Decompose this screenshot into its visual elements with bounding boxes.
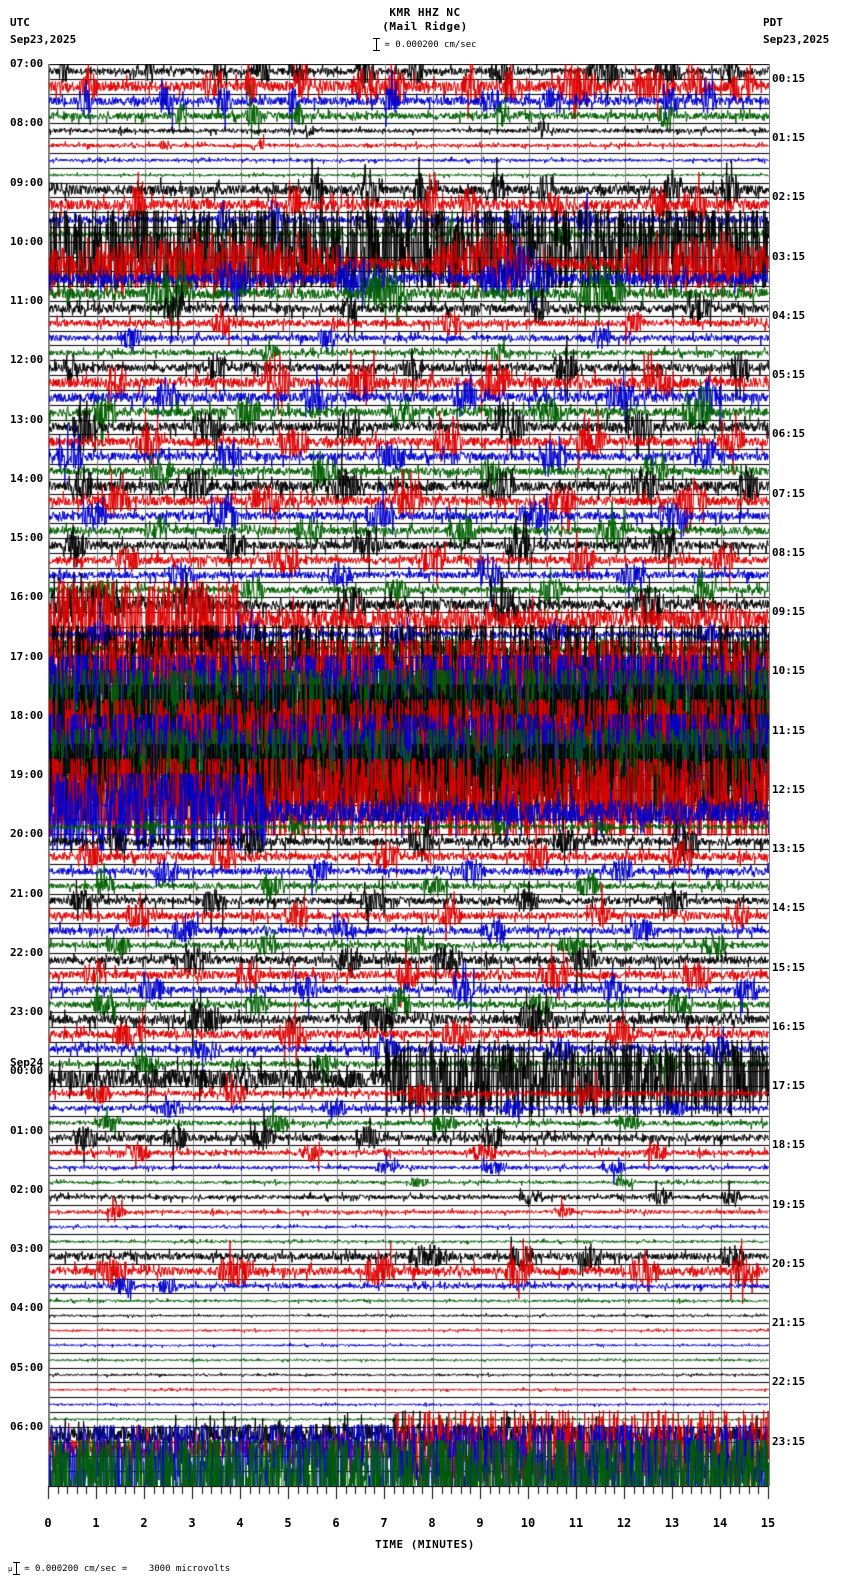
right-hour-label: 22:15 [772,1375,806,1389]
x-tick-label: 6 [332,1516,340,1530]
left-hour-label: 13:00 [10,412,44,426]
right-hour-label: 19:15 [772,1197,806,1211]
left-hour-label: 05:00 [10,1360,44,1374]
left-hour-label: 20:00 [10,827,44,841]
x-tick-label: 12 [616,1516,632,1530]
x-tick-label: 13 [664,1516,680,1530]
right-hour-label: 06:15 [772,427,806,441]
left-hour-label: 07:00 [10,57,44,70]
left-hour-label: 18:00 [10,708,44,722]
left-hour-label: 00:00 [10,1064,44,1078]
micro-symbol: μ [8,1564,13,1573]
right-hour-label: 15:15 [772,960,806,974]
right-hour-label: 07:15 [772,486,806,500]
left-hour-label: 10:00 [10,234,44,248]
seismogram-canvas[interactable] [49,64,769,1486]
x-axis-title: TIME (MINUTES) [375,1538,475,1551]
x-tick-label: 9 [476,1516,484,1530]
right-hour-label: 10:15 [772,664,806,678]
right-hour-label: 17:15 [772,1079,806,1093]
left-hour-label: 19:00 [10,768,44,781]
x-tick-label: 11 [568,1516,584,1530]
left-hour-label: 17:00 [10,649,44,663]
x-tick-label: 10 [520,1516,536,1530]
right-date-label: Sep23,2025 [763,33,830,46]
right-hour-label: 05:15 [772,368,806,382]
left-hour-label: 11:00 [10,294,44,307]
left-hour-label: 06:00 [10,1419,44,1433]
right-hour-label: 18:15 [772,1138,806,1152]
ibeam-scale-icon [373,38,381,51]
station-location: (Mail Ridge) [382,20,468,33]
right-hour-label: 21:15 [772,1316,806,1330]
left-hour-label: 03:00 [10,1242,44,1255]
right-hour-label: 16:15 [772,1019,806,1033]
right-hour-label: 04:15 [772,308,806,322]
right-hour-label: 08:15 [772,545,806,559]
x-tick-label: 4 [236,1516,244,1530]
footer-scale-legend: μ = 0.000200 cm/sec = 3000 microvolts [8,1562,230,1575]
right-hour-label: 23:15 [772,1434,806,1448]
footer-scale-text: = 0.000200 cm/sec = 3000 microvolts [24,1563,231,1574]
day-change-label: Sep24 [10,1056,44,1070]
x-tick-label: 2 [140,1516,148,1530]
x-tick-label: 0 [44,1516,52,1530]
left-hour-label: 16:00 [10,590,44,604]
left-timezone-label: UTC [10,16,30,29]
left-hour-label: 09:00 [10,175,44,189]
footer-ibeam-scale-icon [13,1562,21,1575]
x-tick-label: 3 [188,1516,196,1530]
scale-legend-text: = 0.000200 cm/sec [384,39,477,50]
x-tick-label: 14 [712,1516,728,1530]
left-hour-label: 15:00 [10,531,44,544]
right-hour-label: 14:15 [772,901,806,915]
x-tick-label: 8 [428,1516,436,1530]
right-hour-label: 09:15 [772,605,806,619]
x-tick-label: 7 [380,1516,388,1530]
helicorder-plot[interactable] [48,64,770,1486]
left-hour-label: 22:00 [10,945,44,959]
right-hour-label: 02:15 [772,190,806,204]
right-hour-label: 03:15 [772,249,806,263]
left-hour-label: 08:00 [10,116,44,130]
right-hour-label: 11:15 [772,723,806,737]
right-timezone-label: PDT [763,16,783,29]
right-hour-label: 20:15 [772,1256,806,1270]
x-tick-label: 5 [284,1516,292,1530]
page-title: KMR HHZ NC [389,6,461,19]
left-hour-label: 14:00 [10,471,44,485]
left-hour-label: 12:00 [10,353,44,367]
x-axis-tick-marks [0,1486,850,1516]
left-hour-label: 23:00 [10,1005,44,1018]
right-hour-label: 01:15 [772,131,806,145]
left-hour-label: 02:00 [10,1182,44,1196]
left-date-label: Sep23,2025 [10,33,77,46]
x-tick-label: 15 [760,1516,776,1530]
right-hour-label: 12:15 [772,782,806,796]
left-hour-label: 04:00 [10,1301,44,1315]
x-tick-label: 1 [92,1516,100,1530]
amplitude-scale-legend: = 0.000200 cm/sec [0,38,850,51]
right-hour-label: 00:15 [772,71,806,85]
left-hour-label: 01:00 [10,1123,44,1137]
left-hour-label: 21:00 [10,886,44,900]
right-hour-label: 13:15 [772,842,806,856]
